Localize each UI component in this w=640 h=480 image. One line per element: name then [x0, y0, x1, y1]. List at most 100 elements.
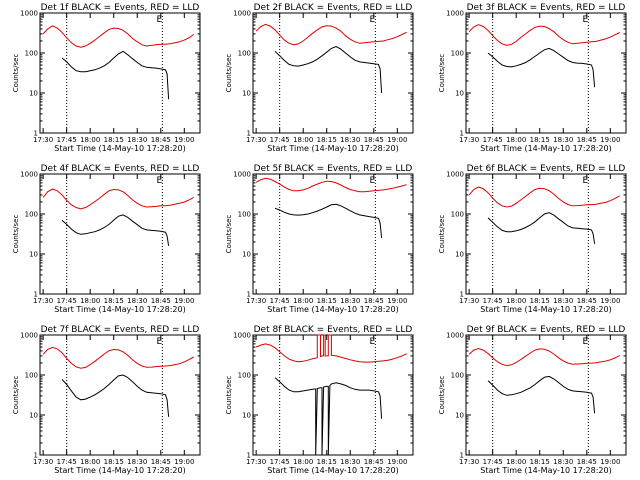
marker-e-label: E [583, 15, 589, 25]
x-tick-label: 17:30 [33, 458, 53, 466]
y-tick-label: 10 [455, 90, 464, 98]
marker-e-label: E [370, 15, 376, 25]
chart-panel-2: Det 2f BLACK = Events, RED = LLD 1 10 100 10… [225, 3, 414, 153]
x-tick-label: 17:45 [483, 458, 503, 466]
x-tick-label: 17:30 [459, 297, 479, 305]
y-tick-label: 1000 [446, 10, 464, 18]
x-tick-label: 17:30 [33, 136, 53, 144]
y-tick-label: 1 [247, 291, 251, 299]
x-tick-label: 18:15 [317, 297, 337, 305]
x-tick-label: 19:00 [387, 297, 407, 305]
x-tick-label: 17:30 [246, 297, 266, 305]
chart-panel-8: Det 8f BLACK = Events, RED = LLD 1 10 100 10… [225, 325, 414, 475]
events-series-line [61, 374, 170, 417]
events-series-line [487, 212, 596, 244]
chart-panel-9: Det 9f BLACK = Events, RED = LLD 1 10 100 10… [438, 325, 627, 475]
y-axis-label: Counts/sec [225, 215, 233, 254]
x-tick-label: 18:00 [80, 458, 100, 466]
y-axis-label: Counts/sec [12, 54, 20, 93]
y-tick-label: 10 [242, 251, 251, 259]
y-tick-label: 10 [455, 412, 464, 420]
x-tick-label: 18:00 [80, 297, 100, 305]
y-tick-label: 100 [25, 211, 38, 219]
x-tick-label: 19:00 [600, 136, 620, 144]
x-tick-label: 18:45 [577, 458, 597, 466]
x-tick-label: 18:45 [577, 297, 597, 305]
y-axis-label: Counts/sec [225, 54, 233, 93]
events-series-line [274, 45, 383, 94]
x-tick-label: 19:00 [174, 458, 194, 466]
chart-title: Det 5f BLACK = Events, RED = LLD [254, 164, 413, 174]
chart-panel-1: Det 1f BLACK = Events, RED = LLD 1 10 100 10… [12, 3, 201, 153]
y-tick-label: 1000 [446, 332, 464, 340]
y-tick-label: 1000 [233, 10, 251, 18]
x-tick-label: 18:00 [506, 297, 526, 305]
plot-frame [252, 12, 414, 134]
plot-frame [465, 12, 627, 134]
x-tick-label: 17:45 [483, 136, 503, 144]
y-tick-label: 1 [34, 291, 38, 299]
y-tick-label: 100 [451, 50, 464, 58]
chart-panel-5: Det 5f BLACK = Events, RED = LLD 1 10 100 10… [225, 164, 414, 314]
x-tick-label: 17:30 [459, 458, 479, 466]
x-tick-label: 17:45 [483, 297, 503, 305]
x-tick-label: 18:30 [340, 136, 360, 144]
x-tick-label: 17:45 [270, 458, 290, 466]
x-tick-label: 17:45 [57, 297, 77, 305]
y-tick-label: 1 [34, 452, 38, 460]
chart-panel-7: Det 7f BLACK = Events, RED = LLD 1 10 100 10… [12, 325, 201, 475]
x-tick-label: 18:00 [293, 136, 313, 144]
x-tick-label: 18:15 [104, 297, 124, 305]
chart-title: Det 3f BLACK = Events, RED = LLD [467, 3, 626, 13]
chart-title: Det 8f BLACK = Events, RED = LLD [254, 325, 413, 335]
y-tick-label: 10 [455, 251, 464, 259]
y-tick-label: 100 [25, 50, 38, 58]
y-tick-label: 100 [238, 211, 251, 219]
marker-e-label: E [157, 176, 163, 186]
x-axis-label: Start Time (14-May-10 17:28:20) [480, 466, 611, 475]
chart-title: Det 9f BLACK = Events, RED = LLD [467, 325, 626, 335]
x-tick-label: 18:30 [340, 458, 360, 466]
x-tick-label: 17:30 [33, 297, 53, 305]
y-tick-label: 1000 [233, 332, 251, 340]
lld-series-line [468, 186, 620, 208]
x-tick-label: 18:15 [317, 136, 337, 144]
x-axis-label: Start Time (14-May-10 17:28:20) [267, 144, 398, 153]
chart-title: Det 2f BLACK = Events, RED = LLD [254, 3, 413, 13]
y-tick-label: 100 [238, 50, 251, 58]
y-tick-label: 100 [451, 211, 464, 219]
events-series-line [274, 203, 383, 239]
y-tick-label: 1 [34, 130, 38, 138]
marker-e-label: E [370, 176, 376, 186]
chart-title: Det 6f BLACK = Events, RED = LLD [467, 164, 626, 174]
chart-panel-4: Det 4f BLACK = Events, RED = LLD 1 10 100 10… [12, 164, 201, 314]
x-tick-label: 18:15 [530, 458, 550, 466]
chart-panel-3: Det 3f BLACK = Events, RED = LLD 1 10 100 10… [438, 3, 627, 153]
events-series-line [61, 50, 170, 100]
plot-frame [252, 173, 414, 295]
y-tick-label: 1000 [20, 10, 38, 18]
x-tick-label: 18:30 [553, 297, 573, 305]
marker-e-label: E [583, 337, 589, 347]
lld-series-line [255, 23, 407, 46]
x-tick-label: 18:15 [104, 458, 124, 466]
x-tick-label: 19:00 [600, 297, 620, 305]
y-axis-label: Counts/sec [438, 215, 446, 254]
y-tick-label: 1 [247, 452, 251, 460]
x-tick-label: 17:45 [270, 136, 290, 144]
lld-series-line [468, 24, 620, 46]
y-axis-label: Counts/sec [12, 376, 20, 415]
y-axis-label: Counts/sec [225, 376, 233, 415]
y-axis-label: Counts/sec [12, 215, 20, 254]
y-tick-label: 1000 [233, 171, 251, 179]
events-series-line [61, 214, 170, 246]
y-tick-label: 1 [460, 291, 464, 299]
marker-e-label: E [583, 176, 589, 186]
x-tick-label: 18:15 [530, 136, 550, 144]
x-tick-label: 17:45 [270, 297, 290, 305]
chart-title: Det 4f BLACK = Events, RED = LLD [41, 164, 200, 174]
y-tick-label: 1 [460, 452, 464, 460]
y-tick-label: 10 [242, 90, 251, 98]
y-axis-label: Counts/sec [438, 376, 446, 415]
